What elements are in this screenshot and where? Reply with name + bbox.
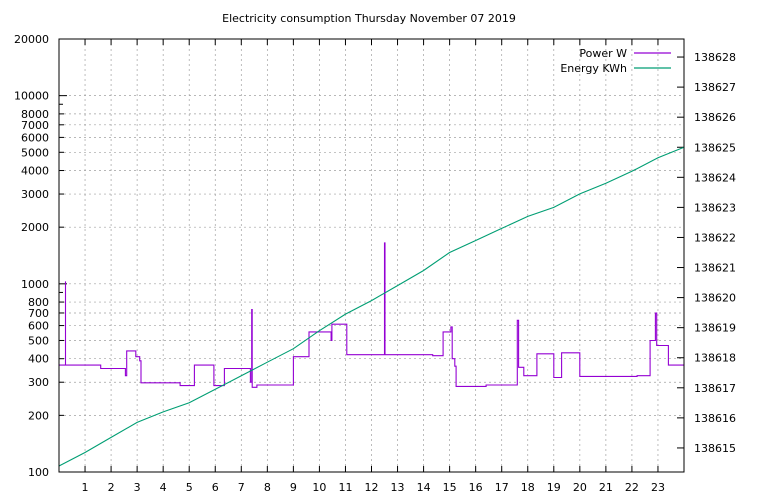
- y-tick-label: 8000: [21, 108, 49, 121]
- x-tick-label: 7: [238, 481, 245, 494]
- y-tick-label: 20000: [14, 33, 49, 46]
- x-tick-label: 23: [651, 481, 665, 494]
- axis-ticks: 1 2 3 4 5 6 7 8 9 10 11 12 13 14 15 16 17 18 19 20 21 22 23100…: [14, 33, 736, 494]
- y-tick-label: 7000: [21, 119, 49, 132]
- x-tick-label: 19: [547, 481, 561, 494]
- x-tick-label: 17: [495, 481, 509, 494]
- y2-tick-label: 138619: [694, 322, 736, 335]
- grid: [59, 39, 684, 472]
- x-tick-label: 1: [82, 481, 89, 494]
- y-tick-label: 700: [28, 307, 49, 320]
- y2-tick-label: 138626: [694, 111, 736, 124]
- x-tick-label: 12: [365, 481, 379, 494]
- y-tick-label: 3000: [21, 188, 49, 201]
- y2-tick-label: 138618: [694, 352, 736, 365]
- x-tick-label: 10: [312, 481, 326, 494]
- y-tick-label: 10000: [14, 90, 49, 103]
- y-tick-label: 300: [28, 376, 49, 389]
- x-tick-label: 2: [108, 481, 115, 494]
- y2-tick-label: 138625: [694, 141, 736, 154]
- y-tick-label: 100: [28, 466, 49, 479]
- y-tick-label: 5000: [21, 146, 49, 159]
- y2-tick-label: 138624: [694, 171, 736, 184]
- plot-frame: [58, 38, 685, 473]
- x-tick-label: 8: [264, 481, 271, 494]
- x-tick-label: 11: [338, 481, 352, 494]
- y2-tick-label: 138615: [694, 442, 736, 455]
- x-tick-label: 13: [391, 481, 405, 494]
- y-tick-label: 800: [28, 296, 49, 309]
- x-tick-label: 9: [290, 481, 297, 494]
- x-tick-label: 14: [417, 481, 431, 494]
- x-tick-label: 4: [160, 481, 167, 494]
- x-tick-label: 22: [625, 481, 639, 494]
- y2-tick-label: 138622: [694, 231, 736, 244]
- y2-tick-label: 138628: [694, 51, 736, 64]
- x-tick-label: 3: [134, 481, 141, 494]
- y-tick-label: 600: [28, 320, 49, 333]
- x-tick-label: 15: [443, 481, 457, 494]
- y-tick-label: 6000: [21, 131, 49, 144]
- x-tick-label: 6: [212, 481, 219, 494]
- series-line-2: [58, 146, 685, 467]
- series-line-1: [59, 242, 684, 388]
- y2-tick-label: 138627: [694, 81, 736, 94]
- x-tick-label: 16: [469, 481, 483, 494]
- y2-tick-label: 138617: [694, 382, 736, 395]
- y-tick-label: 200: [28, 409, 49, 422]
- y2-tick-label: 138623: [694, 201, 736, 214]
- y2-tick-label: 138616: [694, 412, 736, 425]
- y-tick-label: 4000: [21, 165, 49, 178]
- legend-label: Energy KWh: [560, 62, 627, 75]
- x-tick-label: 21: [599, 481, 613, 494]
- y-tick-label: 2000: [21, 221, 49, 234]
- x-tick-label: 18: [521, 481, 535, 494]
- series-lines: [58, 146, 685, 467]
- x-tick-label: 5: [186, 481, 193, 494]
- y2-tick-label: 138620: [694, 292, 736, 305]
- y2-tick-label: 138621: [694, 262, 736, 275]
- y-tick-label: 400: [28, 353, 49, 366]
- legend: Power W Energy KWh: [560, 47, 671, 75]
- x-tick-label: 20: [573, 481, 587, 494]
- y-tick-label: 500: [28, 334, 49, 347]
- chart-title: Electricity consumption Thursday Novembe…: [222, 12, 516, 25]
- legend-label: Power W: [579, 47, 627, 60]
- y-tick-label: 1000: [21, 278, 49, 291]
